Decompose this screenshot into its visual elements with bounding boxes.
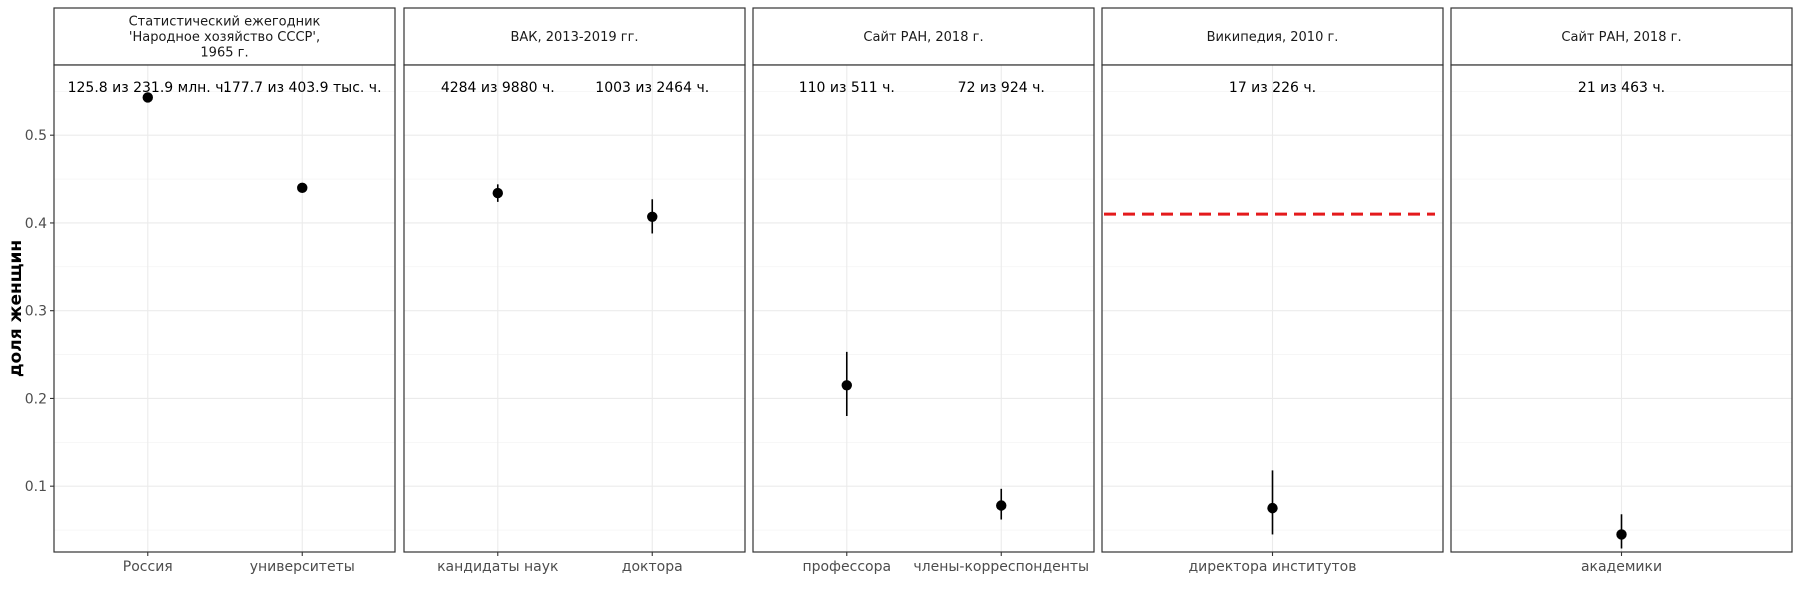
panel-background (404, 65, 745, 552)
facet-title: Сайт РАН, 2018 г. (863, 30, 983, 45)
facet-title: Википедия, 2010 г. (1207, 30, 1339, 45)
chart-layer: Статистический ежегодник'Народное хозяйс… (6, 7, 1793, 575)
count-label: 21 из 463 ч. (1578, 80, 1665, 96)
count-label: 17 из 226 ч. (1229, 80, 1316, 96)
facet-title: 1965 г. (200, 46, 248, 61)
panel-background (54, 65, 395, 552)
facet-strip (752, 7, 1095, 66)
facet-title: Сайт РАН, 2018 г. (1561, 30, 1681, 45)
panel-border (752, 64, 1095, 553)
data-point (297, 182, 308, 194)
y-tick-label: 0.1 (25, 479, 47, 495)
y-tick-label: 0.3 (25, 304, 47, 320)
x-tick-label: университеты (250, 559, 355, 575)
data-point (1616, 529, 1627, 540)
facet-title: Статистический ежегодник (129, 15, 321, 30)
count-label: 125.8 из 231.9 млн. ч. (68, 80, 228, 96)
data-point (647, 211, 658, 223)
data-point (1267, 502, 1278, 514)
x-tick-label: доктора (622, 559, 683, 575)
x-tick-label: академики (1581, 559, 1662, 575)
x-tick-label: профессора (802, 559, 891, 575)
panel-border (1450, 64, 1793, 553)
y-axis-label: доля женщин (6, 240, 26, 377)
data-point (492, 187, 503, 199)
panel-border (1101, 64, 1444, 553)
x-tick-label: кандидаты наук (437, 559, 558, 575)
y-tick-label: 0.4 (25, 216, 47, 232)
x-tick-label: члены-корреспонденты (913, 559, 1089, 575)
facet-title: ВАК, 2013-2019 гг. (510, 30, 638, 45)
facet-strip (53, 7, 396, 66)
count-label: 177.7 из 403.9 тыс. ч. (223, 80, 382, 96)
y-tick-label: 0.2 (25, 391, 47, 407)
facet-title: 'Народное хозяйство СССР', (129, 30, 320, 45)
facet-strip (403, 7, 746, 66)
y-tick-label: 0.5 (25, 128, 47, 144)
data-point (841, 380, 852, 391)
data-point (996, 500, 1007, 511)
panel-border (403, 64, 746, 553)
x-tick-label: Россия (123, 559, 173, 575)
count-label: 72 из 924 ч. (958, 80, 1045, 96)
data-point (142, 92, 153, 103)
panel-border (53, 64, 396, 553)
panel-background (753, 65, 1094, 552)
count-label: 1003 из 2464 ч. (595, 80, 709, 96)
count-label: 4284 из 9880 ч. (441, 80, 555, 96)
x-tick-label: директора институтов (1189, 559, 1357, 575)
count-label: 110 из 511 ч. (799, 80, 895, 96)
facet-strip (1101, 7, 1444, 66)
